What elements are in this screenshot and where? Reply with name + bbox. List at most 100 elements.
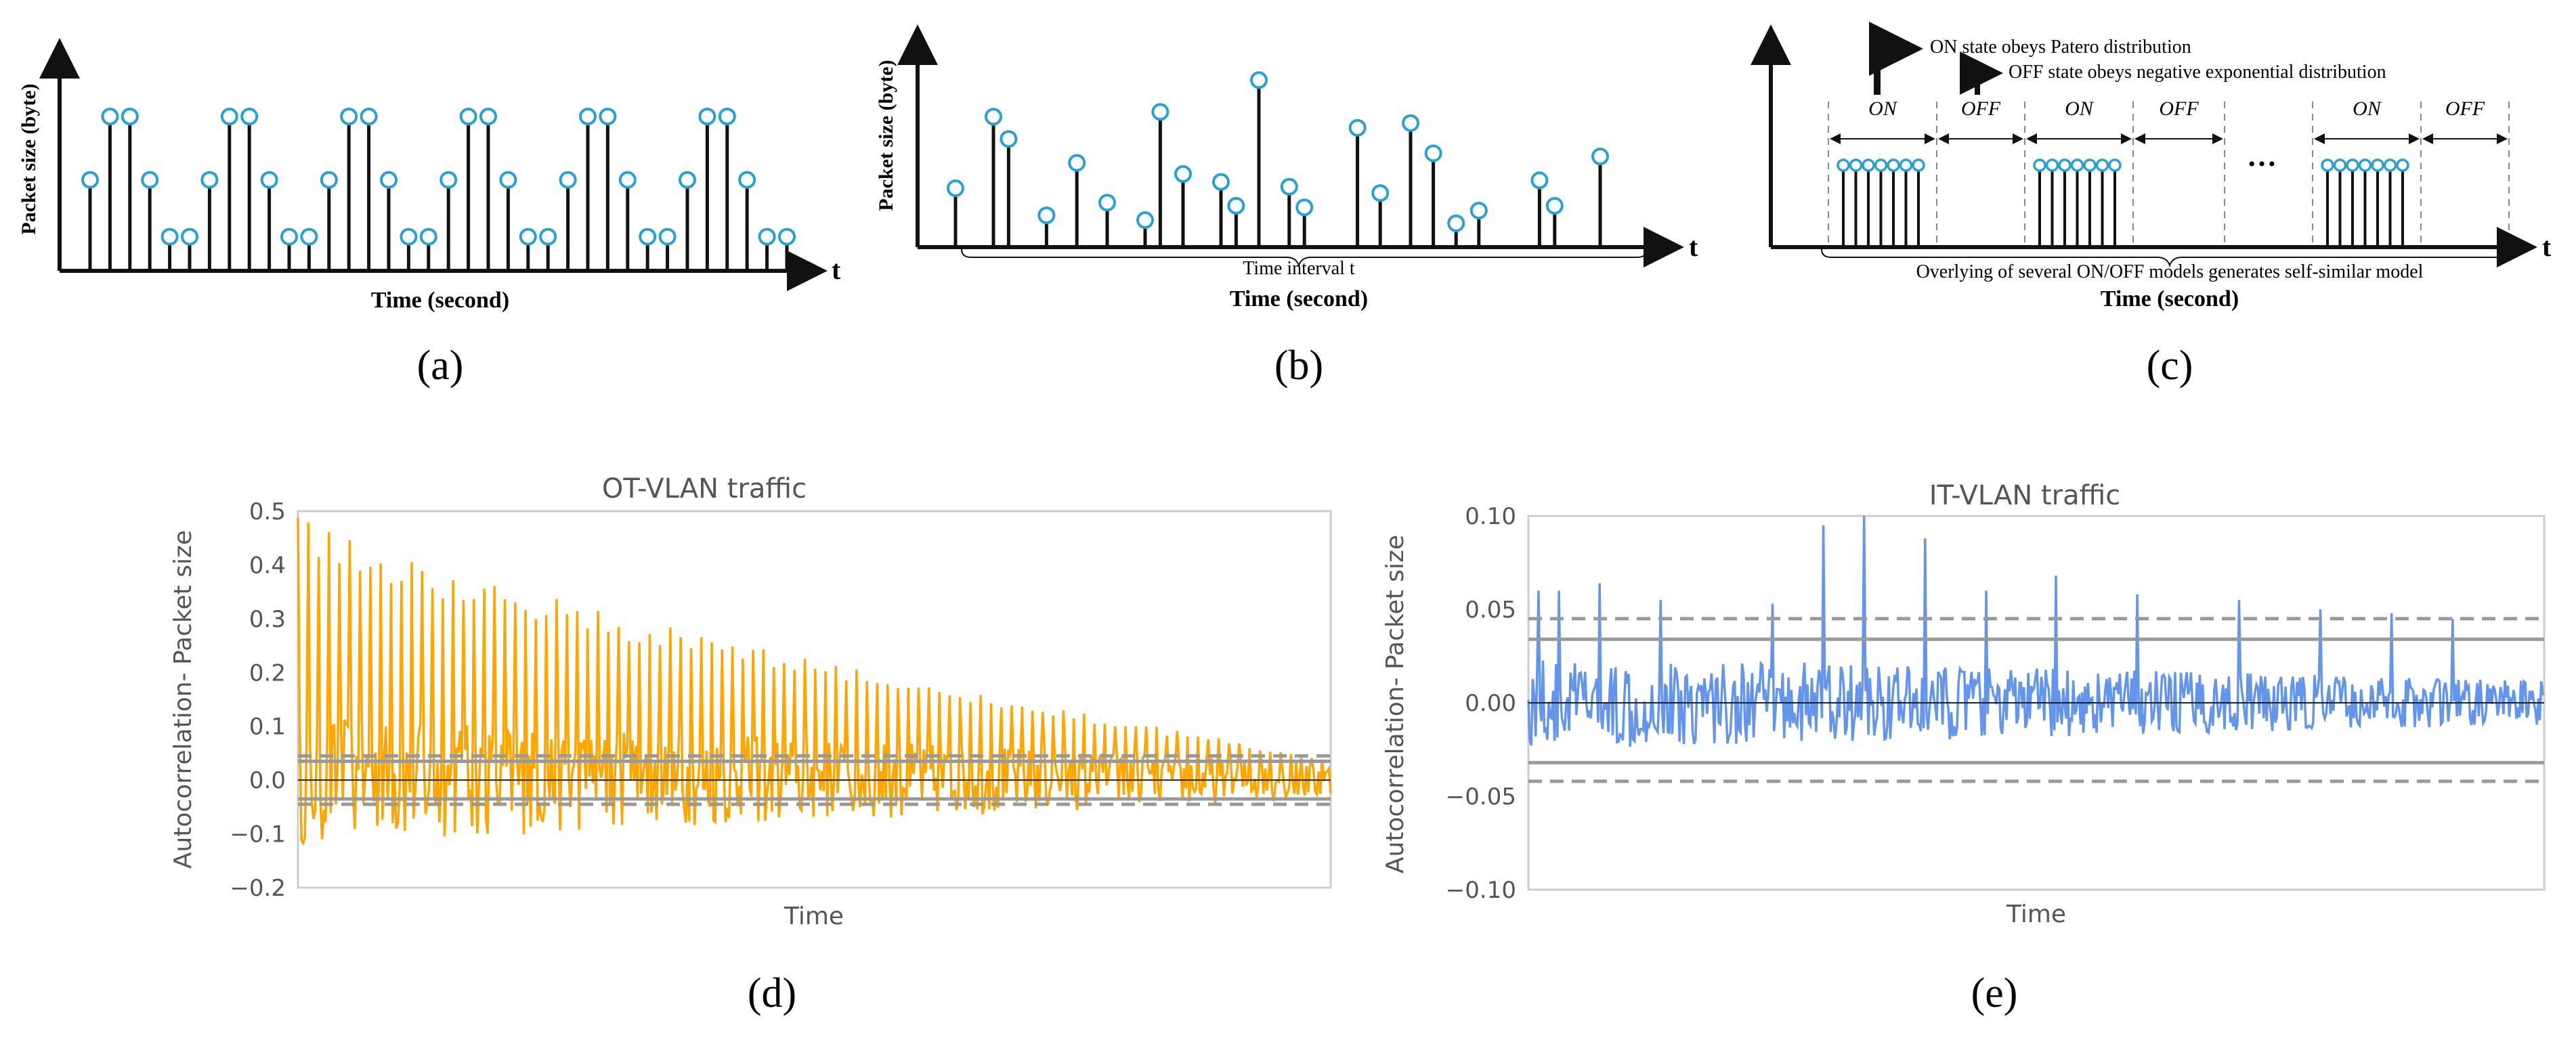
panel-c-packet-marker-5-0 <box>2321 158 2334 172</box>
panel-c-brace <box>1821 248 2506 268</box>
panel-a-point-12-marker <box>320 171 338 189</box>
panel-d-ylabel: Autocorrelation- Packet size <box>169 530 197 869</box>
panel-b: Packet size (byte) t Time interval t Tim… <box>875 24 1698 389</box>
panel-c-packet-marker-0-0 <box>1837 158 1850 172</box>
panel-e-ytick-3: −0.05 <box>1446 783 1516 810</box>
panel-a-point-7-marker <box>220 108 238 125</box>
panel-e-ylabel: Autocorrelation- Packet size <box>1381 535 1409 873</box>
panel-c-packet-marker-5-2 <box>2346 158 2359 172</box>
panel-d-ytick-5: 0.0 <box>249 767 286 794</box>
panel-b-point-6-marker <box>1136 211 1154 230</box>
panel-a-point-33-marker <box>738 171 756 189</box>
panel-c-packet-marker-2-3 <box>2070 158 2084 172</box>
panel-c-label: (c) <box>2147 343 2193 389</box>
panel-a-point-34-marker <box>758 228 776 246</box>
panel-c-packet-marker-0-3 <box>1874 158 1888 172</box>
panel-a-point-18-marker <box>439 171 458 189</box>
panel-c-segments: ON OFF ON OFF ON OFF <box>1828 98 2510 247</box>
panel-a-point-21-marker <box>499 171 517 189</box>
panel-b-t-label: t <box>1689 232 1698 262</box>
panel-c-packet-marker-5-1 <box>2333 158 2347 172</box>
panel-e-ytick-0: 0.10 <box>1465 503 1516 530</box>
panel-a-point-5-marker <box>181 228 198 246</box>
panel-c: ON OFF ON OFF ON OFF ON state obeys Patero di… <box>1751 22 2552 389</box>
panel-e-plot <box>1527 515 2545 783</box>
panel-e-ytick-1: 0.05 <box>1465 597 1516 624</box>
panel-b-point-5-marker <box>1098 194 1116 212</box>
panel-c-packet-marker-2-4 <box>2083 158 2097 172</box>
panel-b-point-1-marker <box>985 108 1002 126</box>
panel-e: IT-VLAN traffic 0.10 0.05 0.00 −0.05 −0.10 A… <box>1381 480 2546 1016</box>
panel-c-annotation-on: ON state obeys Patero distribution <box>1930 37 2191 58</box>
panel-d-label: (d) <box>748 970 796 1016</box>
panel-b-point-19-marker <box>1469 201 1488 219</box>
panel-a-point-27-marker <box>618 171 637 189</box>
panel-b-point-15-marker <box>1371 184 1390 202</box>
panel-b-point-12-marker <box>1280 177 1298 196</box>
panel-c-t-label: t <box>2542 232 2552 262</box>
panel-c-off-arrow <box>1960 51 2003 95</box>
panel-a-point-14-marker <box>360 108 378 125</box>
panel-c-packet-marker-0-1 <box>1849 158 1863 172</box>
panel-a-point-0-marker <box>81 171 99 189</box>
panel-a-point-24-marker <box>559 171 577 189</box>
panel-e-title: IT-VLAN traffic <box>1929 480 2121 511</box>
panel-c-on-arrow <box>1869 22 1923 95</box>
panel-b-point-9-marker <box>1212 173 1230 191</box>
panel-a-stems <box>81 108 796 271</box>
panel-a-point-35-marker <box>778 228 796 246</box>
panel-d-ytick-0: 0.5 <box>249 498 286 525</box>
panel-a-point-32-marker <box>718 108 736 125</box>
panel-e-xlabel: Time <box>2006 901 2066 928</box>
panel-c-segment-label-2: ON <box>2065 98 2095 120</box>
panel-b-point-0-marker <box>947 179 964 198</box>
panel-c-packet-marker-5-6 <box>2396 158 2409 172</box>
panel-c-segment-label-0: ON <box>1868 98 1898 120</box>
panel-d: OT-VLAN traffic 0.5 0.4 0.3 0.2 0.1 0.0 −0.1 −0… <box>169 473 1332 1016</box>
panel-c-annotation-off: OFF state obeys negative exponential dis… <box>2009 62 2386 83</box>
panel-b-point-8-marker <box>1174 165 1192 183</box>
panel-d-ytick-6: −0.1 <box>230 821 286 848</box>
panel-a-point-10-marker <box>280 228 298 246</box>
panel-a-point-31-marker <box>698 108 716 125</box>
panel-a-point-2-marker <box>121 108 139 125</box>
panel-a-point-4-marker <box>160 228 179 246</box>
panel-c-packet-marker-5-4 <box>2371 158 2384 172</box>
panel-a-point-13-marker <box>340 108 358 125</box>
panel-d-title: OT-VLAN traffic <box>602 473 807 504</box>
panel-a-label: (a) <box>417 343 464 389</box>
panel-e-ytick-2: 0.00 <box>1465 690 1516 717</box>
panel-c-packet-marker-2-0 <box>2033 158 2046 172</box>
panel-e-label: (e) <box>1971 970 2018 1016</box>
panel-b-stems <box>947 71 1609 247</box>
panel-c-packet-marker-0-2 <box>1862 158 1875 172</box>
panel-b-brace-label: Time interval t <box>1243 258 1355 279</box>
panel-a-xlabel: Time (second) <box>371 288 509 313</box>
panel-e-yticks: 0.10 0.05 0.00 −0.05 −0.10 <box>1446 503 1516 904</box>
panel-a-point-19-marker <box>459 108 477 125</box>
panel-c-packet-marker-2-6 <box>2108 158 2122 172</box>
panel-b-point-14-marker <box>1348 118 1367 137</box>
panel-a-point-25-marker <box>579 108 597 125</box>
panel-d-ytick-7: −0.2 <box>230 875 286 902</box>
panel-b-point-20-marker <box>1530 171 1549 190</box>
panel-a-point-9-marker <box>260 171 278 189</box>
panel-c-brace-label: Overlying of several ON/OFF models gener… <box>1916 261 2424 282</box>
panel-d-ytick-4: 0.1 <box>249 714 286 741</box>
panel-c-packet-marker-0-6 <box>1912 158 1925 172</box>
panel-b-point-4-marker <box>1068 154 1086 172</box>
panel-c-packet-marker-2-5 <box>2095 158 2109 172</box>
panel-a: Packet size (byte) t Time (second) (a) <box>18 38 841 389</box>
panel-c-packet-marker-5-3 <box>2358 158 2372 172</box>
panel-a-point-23-marker <box>539 228 557 246</box>
panel-b-point-3-marker <box>1037 207 1056 224</box>
panel-a-point-26-marker <box>599 108 617 125</box>
panel-d-xlabel: Time <box>783 903 844 930</box>
panel-a-point-3-marker <box>141 171 159 189</box>
panel-b-brace <box>961 248 1648 268</box>
panel-a-ylabel: Packet size (byte) <box>18 83 40 234</box>
panel-d-series-line <box>297 517 1332 846</box>
panel-c-packet-marker-2-2 <box>2058 158 2071 172</box>
panel-e-ytick-4: −0.10 <box>1446 877 1516 904</box>
